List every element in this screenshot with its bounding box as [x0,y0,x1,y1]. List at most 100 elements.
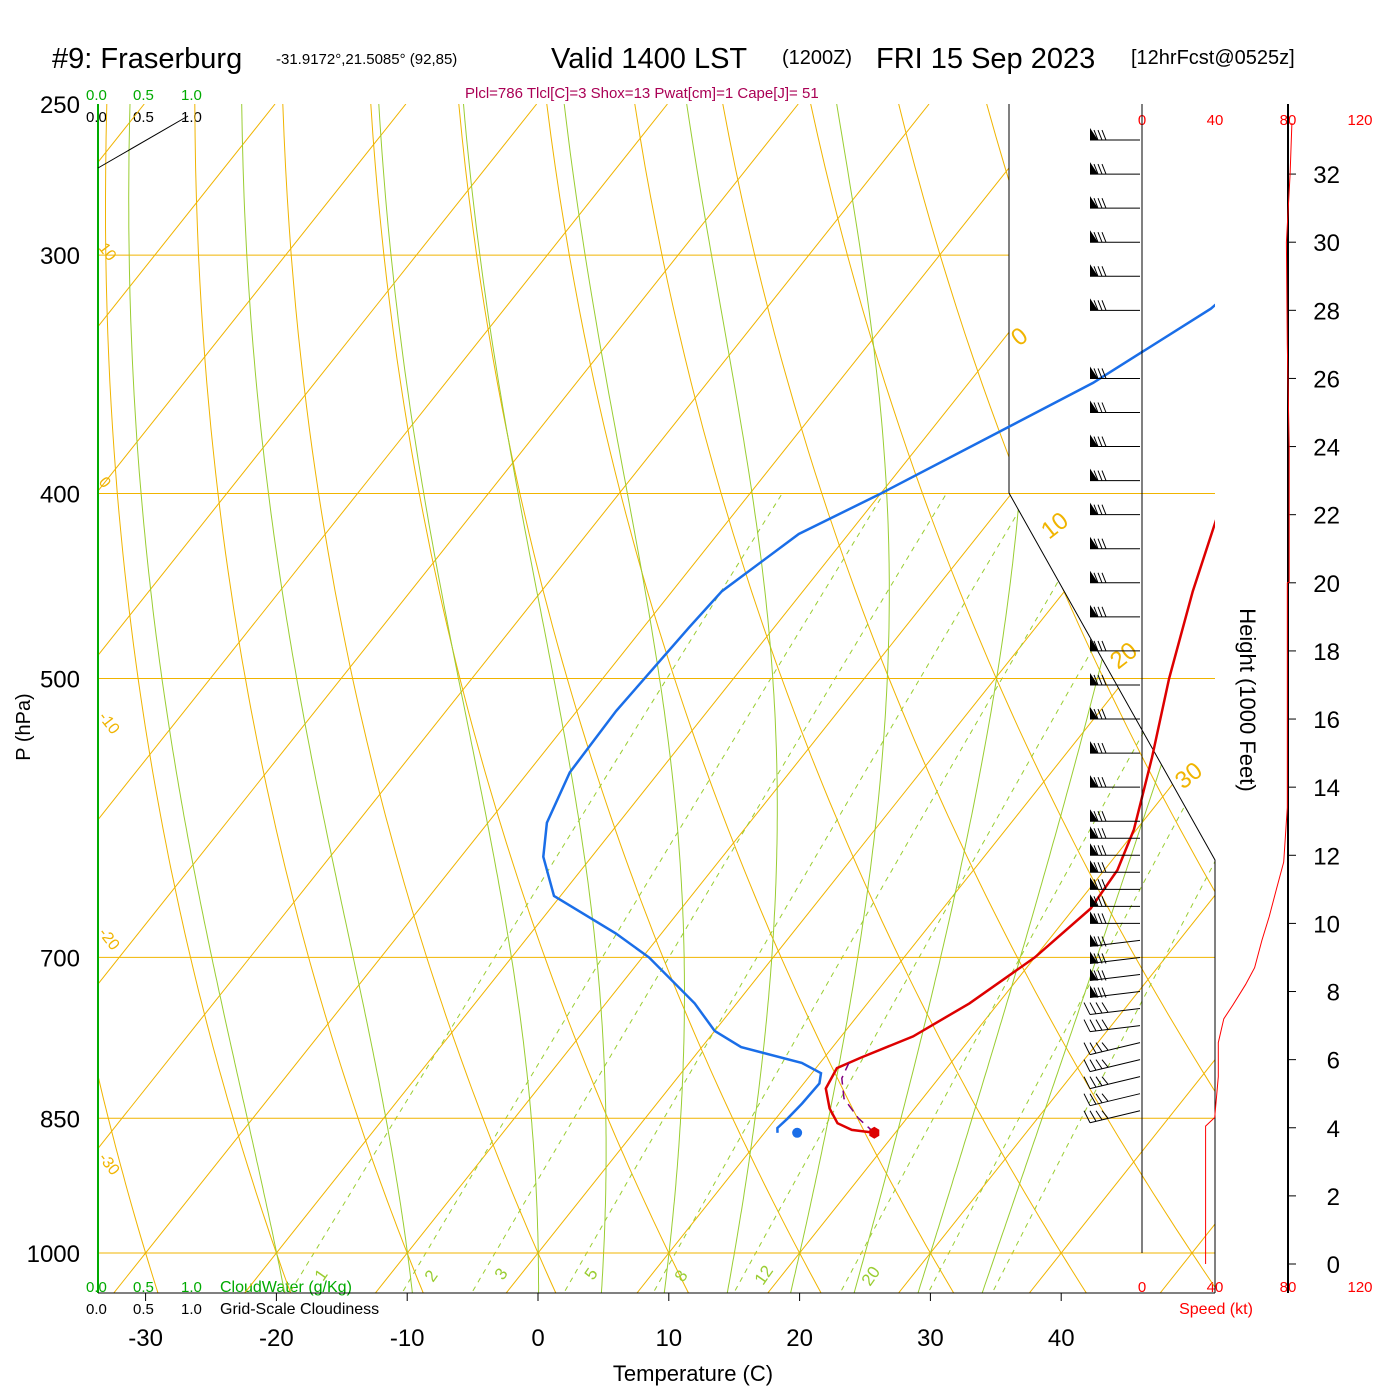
moist-adiabat-line [463,104,607,1293]
cloudwater-scale-bottom-1: 0.5 [133,1279,154,1296]
x-axis-label: Temperature (C) [613,1361,773,1386]
cloudiness-scale-top-2: 1.0 [181,109,202,126]
moist-adiabat-line [917,104,1197,1293]
isotherm-line [636,104,1215,1293]
moist-adiabat-line [241,104,413,1293]
height-tick-label: 6 [1327,1048,1340,1075]
mixing-ratio-label: 12 [751,1262,777,1288]
isotherm-line [98,104,930,1293]
plot-boundary [1008,104,1216,1293]
forecast-label: [12hrFcst@0525z] [1131,47,1295,69]
height-tick-label: 8 [1327,980,1340,1007]
cloudiness-scale-bottom-2: 1.0 [181,1301,202,1318]
mixing-ratio-line [979,493,1215,1293]
mixing-ratio-line [915,493,1215,1293]
speed-tick-top-1: 40 [1207,112,1224,129]
parcel-profile-line [841,1062,875,1134]
mixing-ratio-label: 3 [491,1265,512,1284]
height-tick-label: 26 [1313,366,1340,393]
speed-axis-label: Speed (kt) [1179,1301,1253,1318]
dry-adiabat-line [281,104,557,1293]
pressure-tick-label: 400 [40,482,80,509]
pressure-tick-label: 1000 [27,1241,80,1268]
dewpoint-profile-line [542,303,1215,1133]
wind-barb [1089,985,1141,999]
wind-barb [1089,951,1141,964]
wind-barb [1090,230,1140,243]
dry-adiabat-line [890,104,1215,1293]
dry-adiabat-label: 10 [1036,507,1074,545]
wind-barb [1090,672,1140,686]
moist-adiabat-line [128,104,286,1293]
wind-barb [1090,638,1140,652]
dry-adiabat-line [98,104,159,1293]
moist-adiabat-line [378,104,540,1293]
mixing-ratio-line [720,493,1182,1293]
wind-barb [1090,604,1140,618]
wind-barb [1083,1076,1141,1090]
mixing-ratio-line [827,493,1215,1293]
wind-barb [1090,536,1140,550]
height-tick-label: 22 [1313,503,1340,530]
moist-adiabat-line [686,104,778,1293]
cloudwater-label: CloudWater (g/Kg) [220,1279,352,1296]
mixing-ratio-label: 2 [421,1267,442,1286]
wind-barb [1090,894,1140,907]
wind-barb [1083,1019,1141,1033]
height-tick-label: 14 [1313,775,1340,802]
wind-barb [1083,1059,1141,1073]
temperature-tick-label: -30 [128,1325,163,1352]
wind-barb [1090,911,1140,924]
moist-adiabat-line [853,104,1028,1293]
surface-temperature-marker [869,1126,880,1139]
wind-barb [1083,1042,1141,1056]
wind-barb [1090,775,1140,788]
cloudiness-profile [97,115,189,169]
pressure-tick-label: 250 [40,92,80,119]
wind-barb [1090,877,1140,890]
isotherm-line [1159,104,1215,1293]
temperature-tick-label: 30 [917,1325,944,1352]
zulu-time: (1200Z) [782,47,852,69]
dry-adiabat-label: -20 [95,925,123,954]
wind-barb [1090,843,1140,856]
cloudwater-scale-bottom-0: 0.0 [86,1279,107,1296]
cloudwater-scale-top-1: 0.5 [133,87,154,104]
cloudiness-scale-bottom-1: 0.5 [133,1301,154,1318]
surface-dewpoint-marker [792,1127,803,1138]
dry-adiabat-line [803,104,1215,1293]
wind-barb [1083,1093,1141,1107]
isotherm-line [505,104,1215,1293]
wind-speed-profile-line [1205,122,1293,1264]
cloudiness-scale-top-1: 0.5 [133,109,154,126]
height-tick-label: 12 [1313,843,1340,870]
station-title: #9: Fraserburg [52,43,242,75]
height-tick-label: 2 [1327,1184,1340,1211]
wind-barb [1090,570,1140,584]
cloudiness-scale-bottom-0: 0.0 [86,1301,107,1318]
height-tick-label: 32 [1313,162,1340,189]
wind-barb [1089,968,1141,981]
dry-adiabat-line [1151,104,1215,1293]
cloudiness-label: Grid-Scale Cloudiness [220,1301,379,1318]
dry-adiabat-line [0,70,26,1293]
isotherm-line [0,104,13,1293]
pressure-tick-label: 850 [40,1106,80,1133]
temperature-tick-label: -20 [259,1325,294,1352]
temperature-tick-label: 20 [786,1325,813,1352]
isotherm-line [98,104,538,1293]
cloudwater-scale-bottom-2: 1.0 [181,1279,202,1296]
wind-barb [1090,264,1140,277]
wind-barb [1090,860,1140,873]
height-tick-label: 0 [1327,1252,1340,1279]
wind-barb [1089,934,1141,947]
pressure-tick-label: 300 [40,243,80,270]
wind-barb [1090,741,1140,754]
wind-barb [1090,707,1140,720]
wind-barb [1090,196,1140,209]
wind-barb [1090,826,1140,839]
speed-tick-bottom-0: 0 [1138,1279,1146,1296]
mixing-ratio-line [274,493,783,1293]
mixing-ratio-label: 8 [671,1267,692,1286]
height-tick-label: 18 [1313,639,1340,666]
